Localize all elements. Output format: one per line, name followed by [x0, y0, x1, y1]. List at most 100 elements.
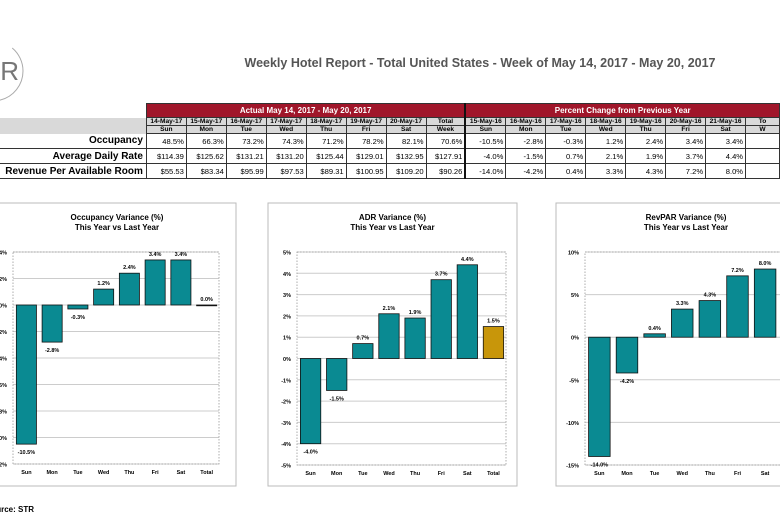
x-tick-label: Wed	[98, 470, 110, 476]
x-tick-label: Sat	[463, 471, 472, 477]
table-row: Occupancy 48.5% 66.3% 73.2% 74.3% 71.2% 78.2% 8…	[0, 133, 780, 149]
actual-value: $100.95	[345, 163, 387, 179]
data-label: 7.2%	[731, 268, 744, 274]
row-label: Occupancy	[0, 133, 147, 149]
y-tick-label: 3%	[283, 293, 291, 299]
source-note: Source: STR	[0, 505, 35, 514]
data-label: 1.9%	[409, 310, 422, 316]
bar-sun	[15, 304, 37, 445]
change-value: 4.3%	[625, 163, 667, 179]
y-tick-label: -1%	[281, 378, 291, 384]
x-tick-label: Sat	[177, 470, 186, 476]
str-logo: STR	[0, 41, 24, 101]
bar-sat	[456, 264, 478, 359]
x-tick-label: Sat	[761, 471, 770, 477]
data-label: -4.0%	[303, 450, 317, 456]
data-label: 8.0%	[759, 261, 772, 267]
plot-area	[12, 251, 220, 465]
y-tick-label: -10%	[566, 421, 579, 427]
y-tick-label: 1%	[283, 336, 291, 342]
data-label: 3.7%	[435, 272, 448, 278]
data-label: 2.4%	[123, 265, 136, 271]
bar-wed	[671, 308, 694, 338]
y-tick-label: -4%	[281, 442, 291, 448]
y-tick-label: -5%	[569, 378, 579, 384]
svg-text:STR: STR	[0, 56, 19, 86]
bar-wed	[378, 313, 400, 359]
data-label: 3.3%	[676, 301, 689, 307]
chart-panel	[0, 202, 237, 487]
plot-area	[584, 251, 780, 466]
y-tick-label: -4%	[0, 357, 7, 363]
chart-subtitle: This Year vs Last Year	[75, 223, 159, 232]
y-tick-label: 2%	[283, 314, 291, 320]
x-tick-label: Wed	[383, 471, 395, 477]
data-label: 0.7%	[357, 336, 370, 342]
x-tick-label: Sun	[21, 470, 32, 476]
bar-mon	[615, 336, 639, 374]
report-title: Weekly Hotel Report - Total United State…	[244, 56, 716, 70]
y-tick-label: 0%	[0, 304, 7, 310]
bar-fri	[144, 259, 166, 306]
data-label: 3.4%	[149, 252, 162, 258]
change-value: 8.0%	[705, 163, 747, 179]
bar-fri	[430, 279, 452, 359]
chart-subtitle: This Year vs Last Year	[644, 223, 728, 232]
bar-sat	[753, 268, 777, 338]
data-label: 0.4%	[648, 326, 661, 332]
y-tick-label: -15%	[566, 464, 579, 470]
bar-thu	[698, 300, 722, 338]
data-label: 2.1%	[383, 306, 396, 312]
row-label: Average Daily Rate	[0, 148, 147, 164]
data-label: -0.3%	[71, 315, 85, 321]
report-table: Actual May 14, 2017 - May 20, 2017 Percen…	[0, 103, 780, 179]
row-label: Revenue Per Available Room	[0, 163, 147, 179]
plot-area	[296, 251, 507, 466]
table-row: Revenue Per Available Room $55.53 $83.34 $9…	[0, 163, 780, 179]
data-label: -10.5%	[18, 450, 36, 456]
chart-title: Occupancy Variance (%)	[71, 213, 164, 222]
bar-thu	[118, 272, 140, 306]
data-label: 4.4%	[461, 257, 474, 263]
x-tick-label: Sun	[305, 471, 316, 477]
y-tick-label: -6%	[0, 383, 7, 389]
x-tick-label: Total	[487, 471, 500, 477]
y-tick-label: -2%	[0, 330, 7, 336]
y-tick-label: -10%	[0, 436, 7, 442]
y-tick-label: -5%	[281, 464, 291, 470]
y-tick-label: 5%	[571, 293, 579, 299]
x-tick-label: Thu	[124, 470, 134, 476]
bar-sun	[299, 358, 322, 445]
y-tick-label: 0%	[571, 336, 579, 342]
data-label: -2.8%	[45, 348, 59, 354]
bar-fri	[726, 275, 749, 338]
x-tick-label: Tue	[73, 470, 82, 476]
data-label: -14.0%	[591, 462, 609, 468]
change-value: -14.0%	[464, 163, 507, 179]
data-label: 1.5%	[487, 319, 500, 325]
bar-tue	[67, 304, 89, 310]
x-tick-label: Thu	[410, 471, 420, 477]
data-label: -4.2%	[620, 379, 634, 385]
bar-total	[482, 326, 505, 359]
bar-sat	[170, 259, 192, 306]
x-tick-label: Mon	[46, 470, 58, 476]
x-tick-label: Mon	[621, 471, 633, 477]
y-tick-label: 4%	[283, 272, 291, 278]
bar-sun	[588, 336, 611, 457]
x-tick-label: Fri	[438, 471, 446, 477]
x-tick-label: Mon	[331, 471, 343, 477]
y-tick-label: 2%	[0, 277, 7, 283]
change-value	[745, 163, 780, 179]
chart-title: ADR Variance (%)	[359, 213, 426, 222]
data-label: 4.3%	[704, 293, 717, 299]
y-tick-label: -12%	[0, 463, 7, 469]
bar-thu	[404, 317, 426, 359]
y-tick-label: -8%	[0, 410, 7, 416]
x-tick-label: Fri	[734, 471, 742, 477]
bar-wed	[93, 288, 115, 306]
data-label: 1.2%	[97, 281, 110, 287]
y-tick-label: 0%	[283, 357, 291, 363]
y-tick-label: 10%	[568, 251, 579, 257]
bar-tue	[352, 343, 374, 359]
